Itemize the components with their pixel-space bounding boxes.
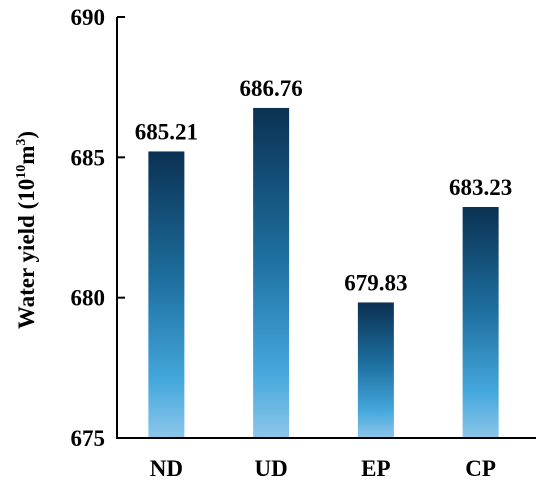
data-label-ud: 686.76 (240, 76, 303, 101)
y-tick-label: 680 (71, 286, 106, 311)
y-tick-label: 675 (71, 426, 106, 451)
y-axis-label: Water yield (14, 215, 39, 329)
y-axis-unit-exponent-b: 3 (14, 139, 29, 146)
x-tick-label-cp: CP (465, 456, 496, 481)
data-label-ep: 679.83 (344, 270, 407, 295)
bar-ud (253, 107, 290, 438)
y-tick-label: 690 (71, 5, 106, 30)
bar-ep (357, 302, 394, 438)
data-label-nd: 685.21 (135, 119, 198, 144)
y-tick-label: 685 (71, 145, 106, 170)
y-axis-unit-base: 10 (14, 179, 39, 202)
bar-cp (462, 207, 499, 438)
x-tick-labels: ND UD EP CP (150, 456, 496, 481)
svg-text:Water yield (1010m3): Water yield (1010m3) (14, 131, 39, 329)
data-labels: 685.21 686.76 679.83 683.23 (135, 76, 513, 296)
y-axis-unit-exponent-a: 10 (14, 165, 29, 179)
bars (148, 107, 499, 438)
bar-nd (148, 151, 185, 438)
data-label-cp: 683.23 (449, 175, 512, 200)
y-ticks: 675 680 685 690 (71, 5, 125, 451)
y-axis-unit-mid: m (14, 146, 39, 165)
y-axis-title: Water yield (1010m3) (14, 131, 39, 329)
x-tick-label-nd: ND (150, 456, 183, 481)
x-tick-label-ep: EP (361, 456, 390, 481)
x-tick-label-ud: UD (255, 456, 288, 481)
